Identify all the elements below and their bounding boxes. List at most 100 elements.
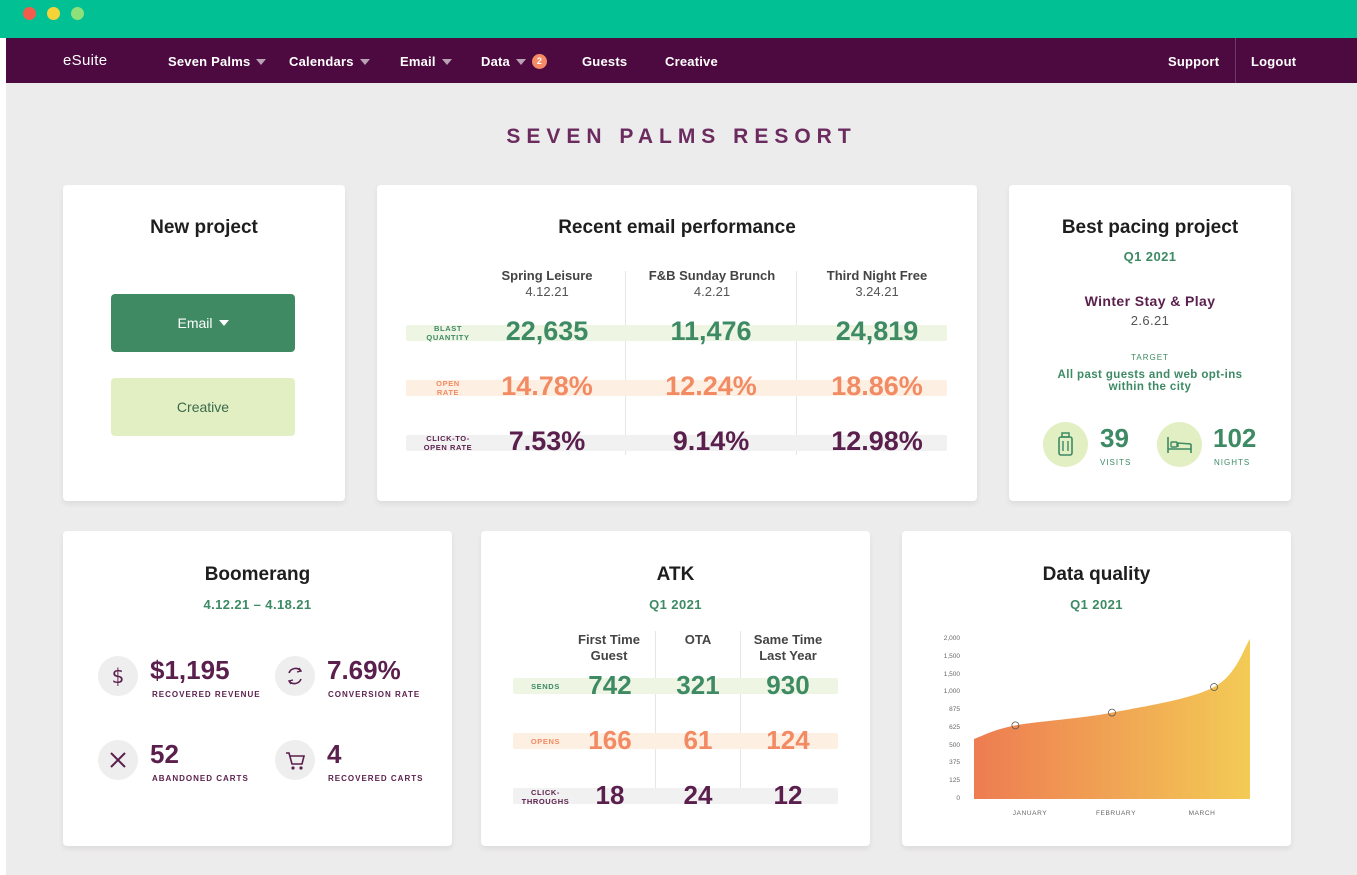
y-tick-label: 875 — [949, 706, 960, 714]
metric-value: 22,635 — [505, 316, 589, 346]
cart-icon — [275, 740, 315, 780]
target-description: All past guests and web opt-ins within t… — [1057, 369, 1243, 393]
data-point-marker[interactable] — [1108, 708, 1116, 717]
column-header: Same Time Last Year — [753, 632, 823, 663]
row-label: SENDS — [531, 682, 560, 691]
brand-logo[interactable]: eSuite — [63, 52, 108, 69]
stat-label: RECOVERED CARTS — [328, 774, 424, 783]
data-point-marker[interactable] — [1210, 683, 1219, 691]
stat-value: 4 — [327, 739, 342, 769]
period-label: Q1 2021 — [1123, 249, 1177, 264]
top-nav: eSuite Seven Palms Calendars Email Data 2… — [6, 38, 1357, 83]
notification-badge: 2 — [531, 54, 547, 69]
row-band — [513, 678, 838, 694]
maximize-window-button[interactable] — [71, 7, 84, 20]
x-tick-label: FEBRUARY — [1095, 810, 1137, 817]
y-tick-label: 500 — [949, 741, 960, 749]
card-title: Best pacing project — [1061, 217, 1239, 238]
row-band — [406, 435, 947, 451]
row-band — [513, 733, 838, 749]
column-divider — [655, 631, 656, 803]
nav-item-calendars[interactable]: Calendars — [289, 54, 370, 69]
nav-item-seven-palms[interactable]: Seven Palms — [168, 54, 267, 69]
metric-value: 61 — [683, 725, 713, 755]
stat-value: 52 — [150, 739, 179, 769]
metric-value: 166 — [588, 725, 632, 755]
column-header: First Time Guest — [578, 632, 640, 663]
boomerang-card: Boomerang 4.12.21 – 4.18.21 $ $1,195 REC… — [63, 531, 452, 846]
new-email-button[interactable]: Email — [111, 294, 295, 352]
stat-value: 7.69% — [327, 655, 401, 685]
nav-item-email[interactable]: Email — [400, 54, 452, 69]
luggage-icon — [1043, 422, 1088, 467]
row-band — [406, 380, 947, 396]
nights-value: 102 — [1213, 423, 1257, 453]
y-tick-label: 1,000 — [943, 688, 960, 696]
nav-item-guests[interactable]: Guests — [582, 54, 628, 69]
metric-value: 9.14% — [672, 426, 750, 456]
period-label: 4.12.21 – 4.18.21 — [203, 597, 312, 612]
stat-value: $1,195 — [150, 655, 230, 685]
project-date: 2.6.21 — [1130, 313, 1170, 328]
metric-value: 321 — [676, 670, 720, 700]
metric-value: 930 — [766, 670, 810, 700]
metric-value: 7.53% — [508, 426, 586, 456]
target-label: TARGET — [1131, 353, 1169, 362]
stat-label: ABANDONED CARTS — [152, 774, 249, 783]
row-label: BLAST QUANTITY — [426, 324, 470, 342]
y-tick-label: 0 — [956, 795, 960, 802]
nav-item-data[interactable]: Data 2 — [481, 54, 547, 69]
window-titlebar — [0, 0, 1357, 38]
nav-logout-link[interactable]: Logout — [1251, 54, 1297, 69]
row-label: OPEN RATE — [436, 379, 460, 397]
nav-divider — [1235, 38, 1236, 83]
metric-value: 11,476 — [670, 316, 752, 346]
x-tick-label: MARCH — [1188, 810, 1216, 817]
row-band — [513, 788, 838, 804]
row-band — [406, 325, 947, 341]
metric-value: 18.86% — [831, 371, 923, 401]
metric-value: 18 — [595, 780, 625, 810]
data-point-marker[interactable] — [1011, 721, 1020, 730]
project-name[interactable]: Winter Stay & Play — [1084, 293, 1216, 309]
y-tick-label: 1,500 — [943, 670, 960, 678]
metric-value: 124 — [766, 725, 810, 755]
card-title: Boomerang — [204, 564, 311, 585]
period-label: Q1 2021 — [649, 597, 702, 612]
app: eSuite Seven Palms Calendars Email Data 2… — [6, 38, 1357, 875]
y-tick-label: 375 — [949, 759, 960, 767]
metric-value: 12.98% — [831, 426, 923, 456]
new-creative-button[interactable]: Creative — [111, 378, 295, 436]
column-header: Spring Leisure 4.12.21 — [501, 268, 593, 299]
visits-label: VISITS — [1100, 458, 1132, 467]
area-series — [974, 639, 1250, 799]
chevron-down-icon — [515, 58, 526, 65]
column-divider — [740, 631, 741, 803]
refresh-icon — [275, 656, 315, 696]
close-window-button[interactable] — [23, 7, 36, 20]
new-project-card: New project Email Creative — [63, 185, 345, 501]
row-label: CLICK- THROUGHS — [521, 788, 570, 806]
period-label: Q1 2021 — [1070, 597, 1123, 612]
minimize-window-button[interactable] — [47, 7, 60, 20]
dollar-icon: $ — [98, 656, 138, 696]
chevron-down-icon — [256, 58, 267, 65]
data-quality-area-chart — [974, 639, 1250, 799]
metric-value: 24,819 — [835, 316, 919, 346]
metric-value: 24 — [683, 780, 713, 810]
stat-label: CONVERSION RATE — [328, 690, 421, 699]
nights-label: NIGHTS — [1214, 458, 1251, 467]
column-header: F&B Sunday Brunch 4.2.21 — [648, 268, 776, 299]
y-tick-label: 2,000 — [943, 635, 960, 642]
column-divider — [625, 271, 626, 455]
nav-support-link[interactable]: Support — [1168, 54, 1220, 69]
row-label: CLICK-TO- OPEN RATE — [423, 434, 473, 452]
nav-item-creative[interactable]: Creative — [665, 54, 718, 69]
y-tick-label: 1,500 — [943, 652, 960, 660]
visits-value: 39 — [1100, 423, 1129, 453]
svg-text:$: $ — [112, 664, 125, 688]
chevron-down-icon — [441, 58, 452, 65]
metric-value: 12.24% — [665, 371, 757, 401]
x-tick-label: JANUARY — [1012, 810, 1048, 817]
chevron-down-icon — [359, 58, 370, 65]
